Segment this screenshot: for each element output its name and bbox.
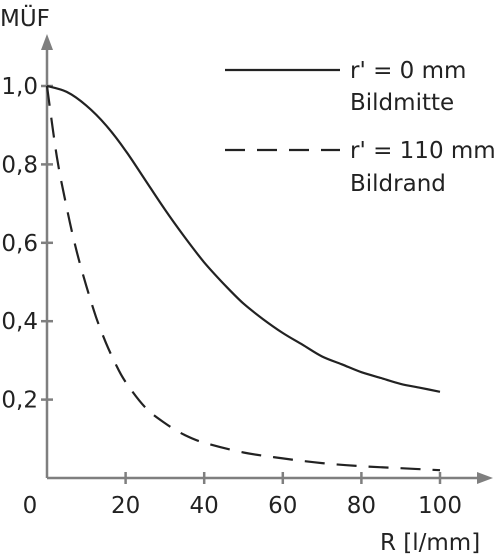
x-tick-label: 40 — [190, 493, 219, 519]
legend-sublabel-series-1: Bildmitte — [350, 90, 454, 116]
x-axis-arrow-icon — [477, 472, 493, 484]
x-tick-label: 100 — [418, 493, 462, 519]
legend-sublabel-series-2: Bildrand — [350, 171, 446, 197]
y-tick-label: 0,2 — [1, 388, 38, 414]
series-line-2 — [45, 85, 441, 472]
y-tick-label: 0,4 — [1, 309, 38, 335]
y-tick-label: 0,6 — [1, 231, 38, 257]
x-axis-title: R [l/mm] — [380, 530, 480, 556]
legend: r' = 0 mm Bildmitte r' = 110 mm Bildrand — [225, 58, 496, 197]
series-line-1 — [46, 84, 441, 393]
legend-label-series-1: r' = 0 mm — [350, 58, 466, 84]
legend-label-series-2: r' = 110 mm — [350, 138, 496, 164]
x-tick-label: 60 — [268, 493, 297, 519]
x-tick-label: 20 — [111, 493, 140, 519]
origin-label: 0 — [23, 493, 38, 519]
y-tick-label: 0,8 — [1, 152, 38, 178]
x-tick-label: 80 — [347, 493, 376, 519]
y-tick-label: 1,0 — [1, 74, 38, 100]
y-axis-title: MÜF — [0, 4, 50, 32]
y-axis-arrow-icon — [41, 34, 53, 50]
